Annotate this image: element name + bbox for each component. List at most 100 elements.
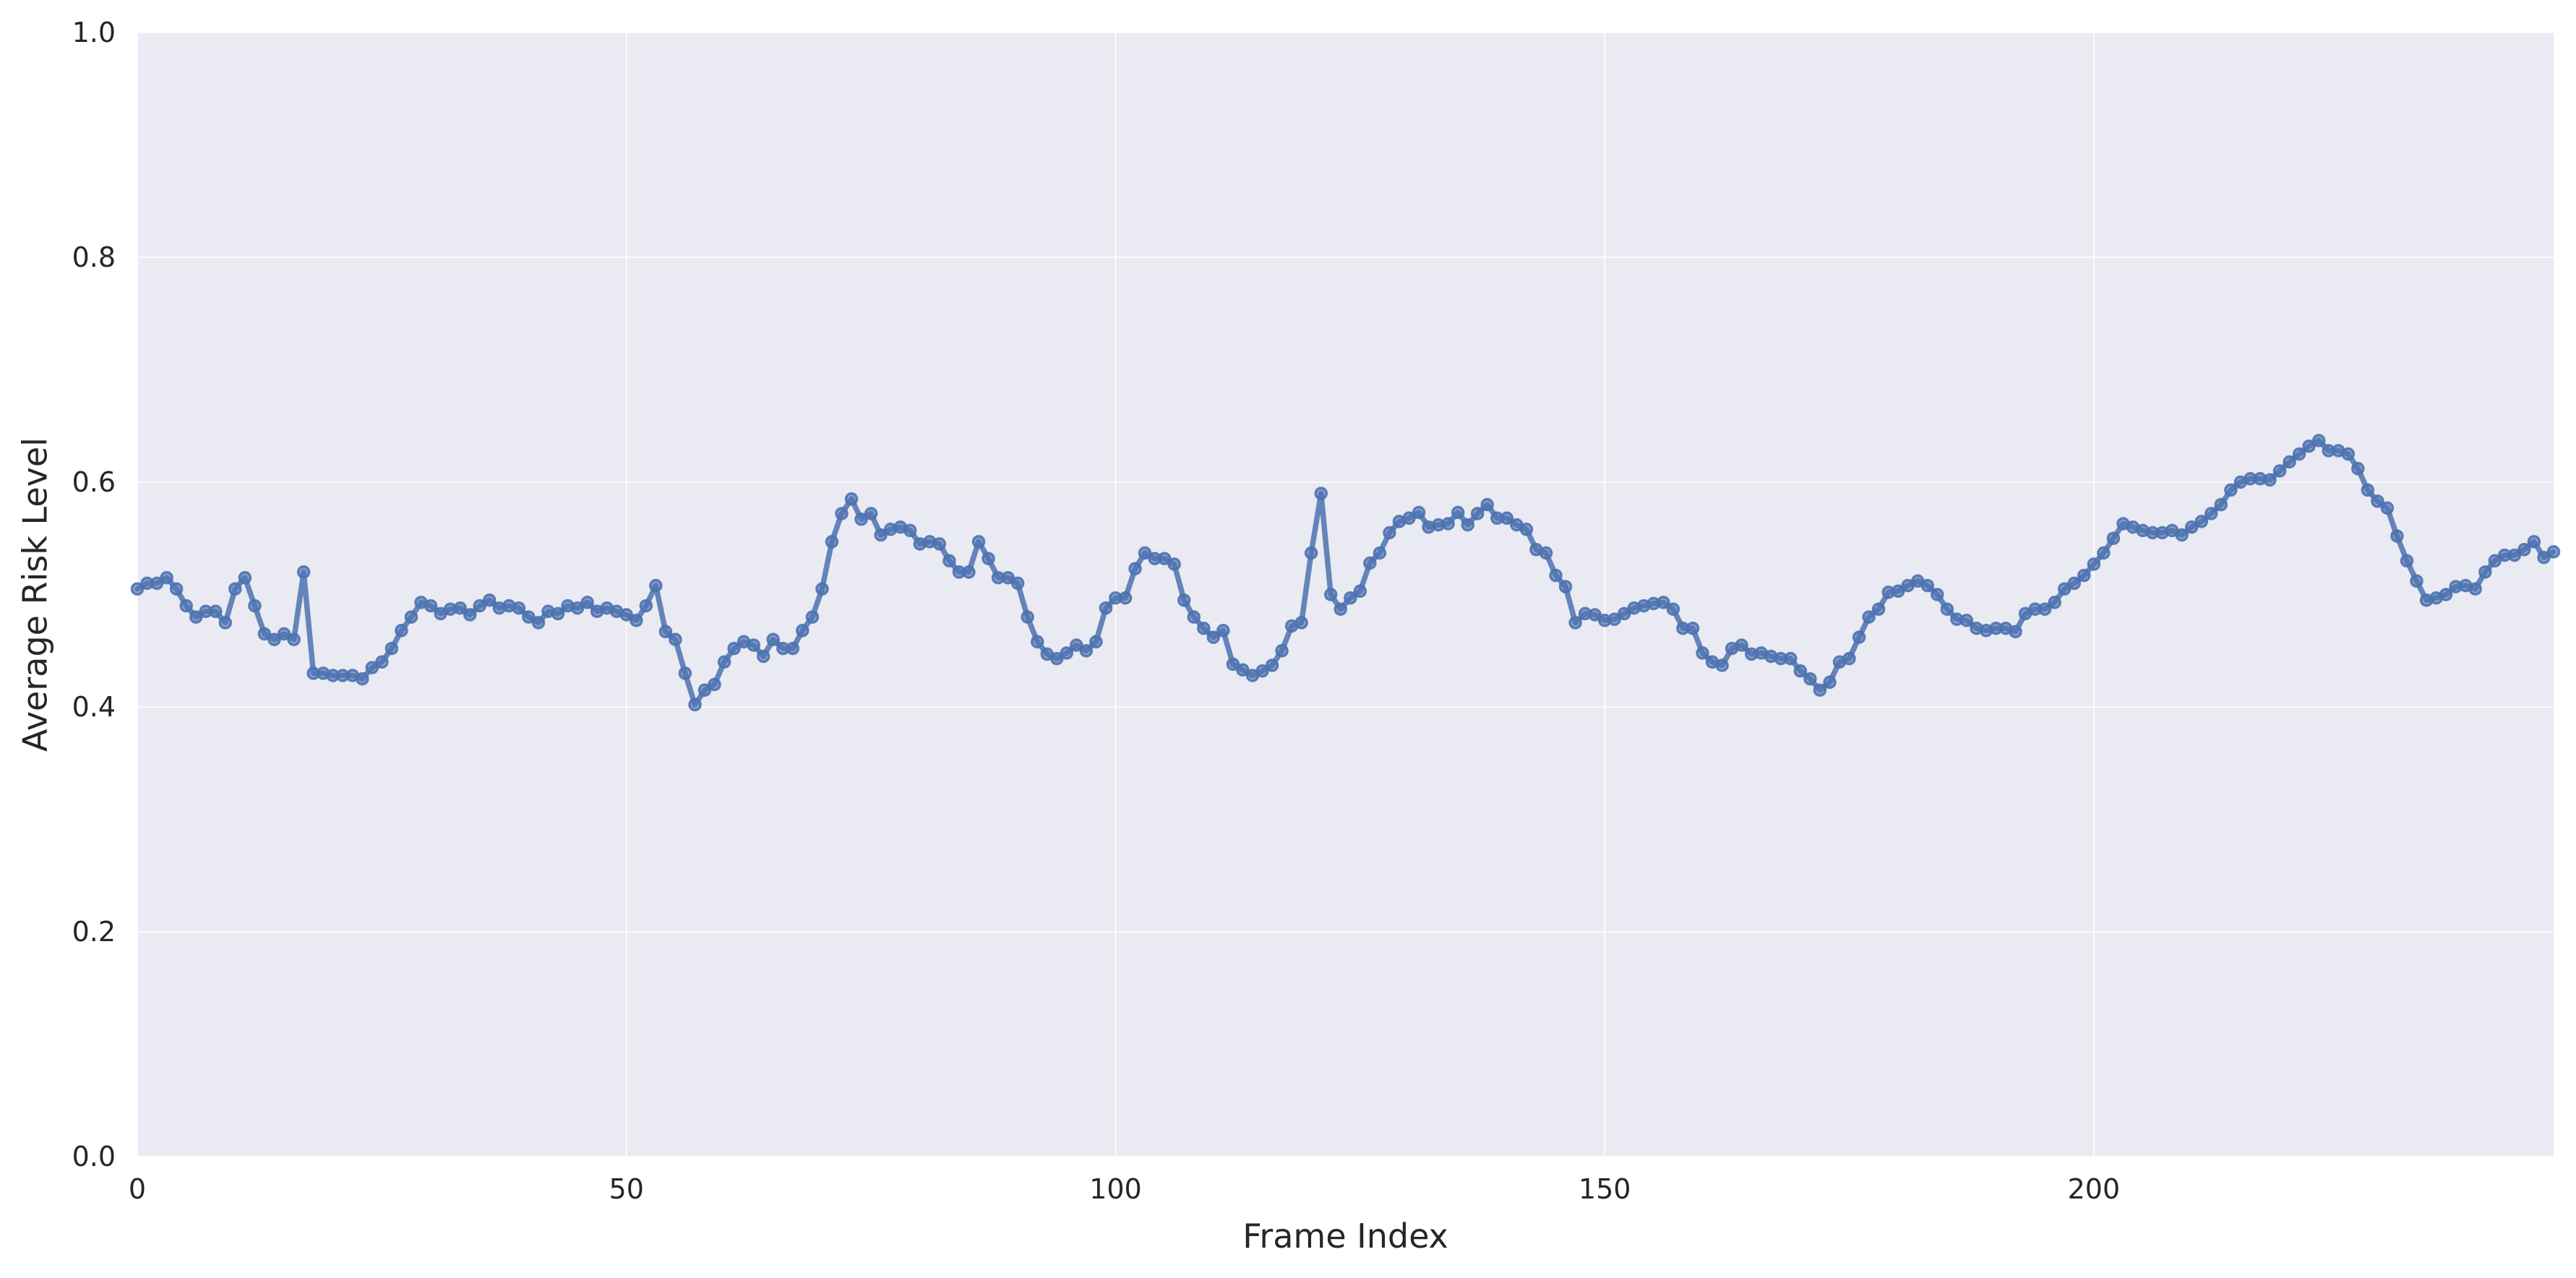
data-point	[805, 610, 820, 624]
data-point	[2478, 565, 2492, 579]
data-point	[2292, 447, 2306, 461]
data-point	[1871, 602, 1886, 616]
data-point	[649, 578, 663, 593]
data-point	[257, 627, 272, 641]
data-point	[2058, 582, 2071, 596]
data-point	[727, 641, 741, 656]
data-point	[209, 604, 223, 619]
data-point	[1558, 580, 1573, 593]
data-point	[1177, 593, 1191, 607]
data-point	[874, 528, 888, 542]
data-point	[1089, 635, 1103, 649]
data-point	[943, 554, 956, 568]
data-point	[189, 610, 203, 624]
data-point	[708, 677, 721, 692]
data-point	[2272, 464, 2287, 478]
data-point	[1049, 651, 1064, 666]
data-point	[2224, 483, 2238, 497]
data-point	[1920, 578, 1935, 593]
data-point	[2038, 602, 2052, 616]
data-point	[296, 565, 311, 579]
data-point	[717, 655, 731, 669]
data-point	[786, 641, 800, 656]
data-point	[815, 582, 829, 596]
y-tick-label: 0.0	[72, 1141, 116, 1172]
data-point	[1461, 518, 1474, 532]
data-point	[2410, 574, 2423, 588]
data-point	[835, 507, 849, 520]
data-point	[160, 570, 173, 585]
data-point	[2067, 576, 2082, 591]
y-axis-ticks: 0.0 0.2 0.4 0.6 0.8 1.0	[72, 17, 116, 1172]
data-point	[1265, 659, 1279, 672]
data-point	[962, 565, 976, 579]
data-point	[277, 627, 291, 641]
data-point	[267, 632, 281, 646]
data-point	[2468, 582, 2482, 596]
data-point	[238, 570, 252, 585]
data-point	[385, 641, 399, 656]
data-point	[2194, 515, 2209, 528]
data-point	[395, 624, 408, 638]
data-point	[2184, 520, 2199, 534]
data-point	[1216, 624, 1230, 638]
data-point	[1617, 606, 1631, 621]
data-point	[678, 666, 692, 680]
x-tick-label: 0	[129, 1173, 146, 1205]
data-point	[1666, 602, 1680, 616]
data-point	[1412, 505, 1426, 520]
data-point	[356, 672, 369, 686]
data-point	[1021, 610, 1034, 624]
data-point	[570, 601, 585, 615]
data-point	[1383, 526, 1396, 540]
data-point	[2214, 497, 2228, 512]
data-point	[669, 632, 682, 646]
data-point	[404, 610, 418, 624]
data-point	[1793, 664, 1808, 678]
data-point	[2009, 625, 2022, 639]
data-point	[697, 683, 712, 697]
data-point	[424, 599, 438, 613]
data-point	[150, 576, 164, 591]
data-point	[218, 616, 233, 630]
data-point	[2175, 528, 2189, 542]
data-point	[1157, 552, 1172, 565]
data-point	[1353, 584, 1368, 599]
data-point	[580, 596, 594, 609]
y-tick-label: 0.8	[72, 241, 116, 273]
data-point	[1715, 659, 1729, 672]
data-point	[1480, 497, 1494, 512]
data-point	[630, 614, 643, 627]
data-point	[844, 492, 859, 506]
data-point	[2263, 473, 2277, 487]
data-point	[2537, 550, 2551, 565]
data-point	[2507, 548, 2522, 562]
data-point	[1402, 511, 1416, 526]
data-point	[1940, 602, 1954, 616]
data-point	[1363, 556, 1377, 570]
data-point	[1197, 621, 1211, 635]
data-point	[287, 632, 301, 646]
data-point	[1784, 651, 1798, 666]
data-point	[1588, 608, 1602, 622]
data-point	[1891, 584, 1905, 599]
series-layer	[130, 434, 2561, 712]
data-point	[522, 610, 536, 624]
data-point	[2517, 543, 2531, 557]
data-point	[2390, 529, 2404, 543]
data-point	[619, 608, 633, 622]
data-point	[1862, 610, 1876, 624]
data-point	[1686, 621, 1700, 635]
data-point	[825, 535, 839, 549]
data-point	[1803, 672, 1817, 686]
data-point	[1236, 663, 1250, 677]
data-point	[1852, 630, 1866, 644]
data-point	[1823, 675, 1837, 690]
data-point	[2546, 545, 2561, 559]
data-point	[658, 625, 673, 639]
x-tick-label: 200	[2068, 1173, 2121, 1205]
data-point	[1255, 664, 1269, 678]
x-axis-label: Frame Index	[1242, 1217, 1448, 1256]
data-point	[2097, 546, 2111, 560]
